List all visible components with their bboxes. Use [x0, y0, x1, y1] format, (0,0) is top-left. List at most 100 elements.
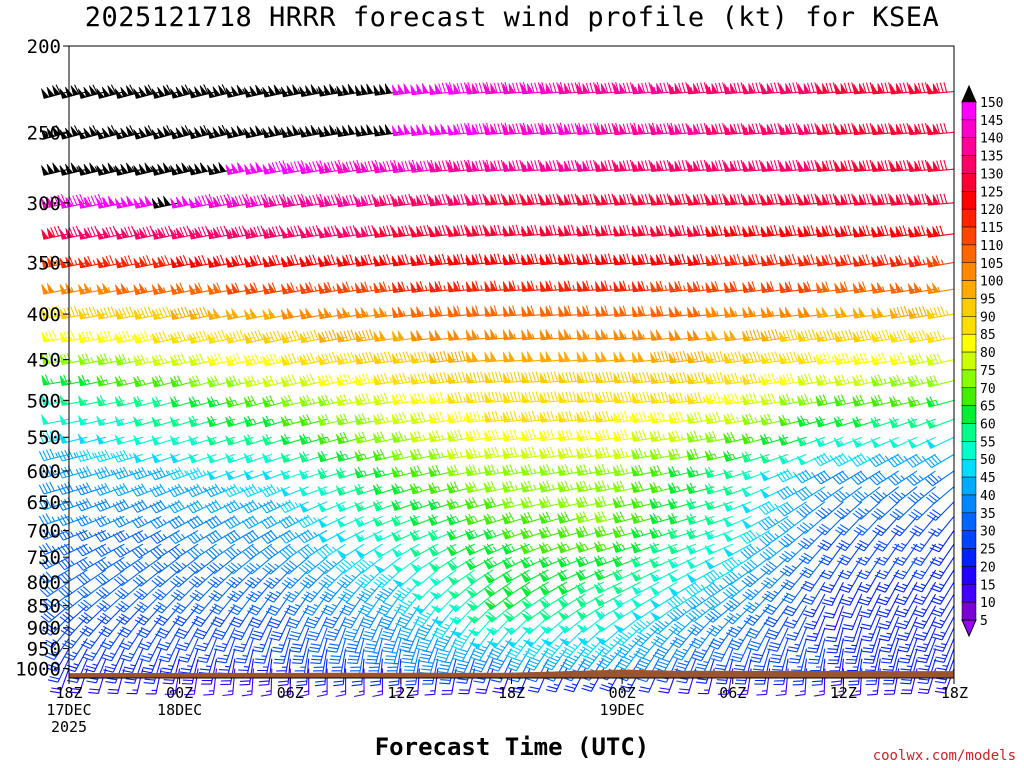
wind-barb [758, 515, 789, 531]
wind-barb [209, 593, 236, 615]
wind-barb-staff [209, 593, 236, 615]
wind-barb-staff [670, 430, 696, 443]
wind-barb [151, 84, 180, 99]
wind-barb [926, 282, 955, 295]
wind-barb-staff [727, 627, 752, 651]
wind-barb-flag [96, 283, 110, 295]
wind-barb-flag [96, 309, 105, 320]
wind-barb [831, 452, 863, 467]
wind-barb-staff [823, 593, 844, 619]
wind-barb [635, 648, 660, 671]
wind-barb [668, 224, 696, 237]
wind-barb-flag [354, 451, 363, 462]
legend-swatch [961, 494, 977, 514]
wind-barb-flag [576, 160, 590, 172]
wind-barb [207, 282, 236, 295]
wind-barb-staff [614, 159, 641, 172]
wind-barb [62, 627, 88, 649]
wind-barb-staff [889, 501, 918, 521]
wind-barb [299, 469, 328, 480]
wind-barb-flag [650, 123, 663, 135]
wind-barb-staff [688, 82, 715, 95]
wind-barb [189, 581, 217, 602]
wind-barb-staff [186, 515, 217, 529]
wind-barb-staff [876, 593, 900, 618]
wind-barb-staff [895, 605, 918, 630]
wind-barb [631, 497, 660, 509]
wind-barb [834, 352, 862, 365]
wind-barb [155, 616, 181, 639]
wind-barb [372, 530, 402, 542]
wind-barb [545, 668, 568, 693]
wind-barb [649, 616, 678, 635]
wind-barb-flag [262, 163, 276, 175]
wind-barb [170, 375, 199, 388]
wind-barb-flag [650, 352, 658, 363]
wind-barb-staff [172, 306, 199, 321]
wind-barb [168, 499, 199, 514]
wind-barb [225, 308, 254, 321]
wind-barb-flag [446, 499, 456, 510]
wind-barb [889, 329, 918, 343]
wind-barb [842, 605, 863, 631]
x-tick-label: 00Z [609, 684, 636, 702]
wind-barb-flag [299, 376, 308, 387]
wind-barb-staff [577, 193, 604, 206]
wind-barb [650, 627, 678, 648]
wind-barb [557, 526, 586, 539]
wind-barb-staff [577, 81, 604, 95]
legend-label: 80 [980, 346, 996, 361]
wind-barb [595, 371, 623, 384]
wind-barb [227, 581, 254, 603]
wind-barb [78, 374, 107, 387]
wind-barb [354, 329, 383, 343]
wind-barb-staff [79, 616, 107, 637]
wind-barb-flag [466, 602, 478, 612]
wind-barb-flag [391, 531, 401, 542]
wind-barb-flag [207, 256, 221, 268]
wind-barb-flag [391, 330, 405, 342]
wind-barb [890, 193, 918, 206]
wind-barb-flag [870, 438, 881, 448]
wind-barb-staff [578, 464, 604, 476]
wind-barb [96, 353, 125, 366]
wind-barb-staff [136, 616, 162, 639]
wind-barb-flag [336, 532, 346, 543]
wind-barb-flag [630, 543, 640, 554]
wind-barb [354, 393, 383, 406]
wind-barb [95, 569, 125, 586]
y-tick-label: 850 [27, 596, 61, 618]
wind-barb-staff [874, 543, 900, 566]
wind-barb-staff [761, 581, 789, 603]
wind-barb [373, 556, 402, 574]
wind-barb-flag [613, 392, 621, 404]
wind-barb [298, 556, 328, 575]
wind-barb-flag [114, 256, 129, 269]
wind-barb-flag [391, 281, 405, 293]
y-tick-label: 800 [27, 572, 61, 594]
wind-barb-staff [926, 501, 955, 521]
wind-barb-flag [631, 431, 639, 442]
wind-barb [839, 581, 863, 606]
wind-barb-staff [475, 668, 494, 694]
wind-barb-flag [446, 449, 455, 460]
wind-barb-flag [816, 83, 829, 95]
legend-label: 130 [980, 167, 1003, 182]
wind-barb [931, 605, 955, 629]
wind-barb [613, 224, 641, 237]
wind-barb-staff [133, 581, 162, 601]
wind-barb [911, 543, 937, 567]
legend-label: 150 [980, 96, 1003, 111]
x-tick-label: 06Z [277, 684, 304, 702]
wind-barb-flag [280, 396, 289, 408]
credit-link[interactable]: coolwx.com/models [872, 748, 1016, 764]
wind-barb [576, 81, 604, 95]
wind-barb [392, 581, 420, 602]
wind-barb-staff [803, 605, 826, 630]
wind-barb-flag [557, 465, 566, 476]
wind-barb [347, 638, 365, 664]
wind-barb-staff [833, 501, 863, 520]
legend-swatch [961, 423, 977, 442]
wind-barb-flag [687, 306, 700, 318]
wind-barb [852, 254, 881, 267]
